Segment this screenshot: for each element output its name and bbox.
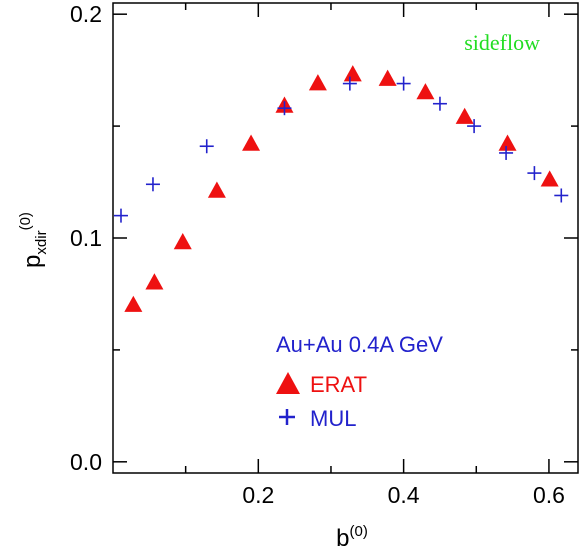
erat-point xyxy=(416,83,435,100)
sideflow-annotation: sideflow xyxy=(464,30,540,55)
mul-point xyxy=(554,188,569,203)
mul-point xyxy=(527,166,542,181)
x-tick-label: 0.4 xyxy=(388,482,420,508)
erat-point xyxy=(207,181,226,198)
x-axis-label-sup: (0) xyxy=(350,523,368,540)
erat-point xyxy=(124,295,143,312)
erat-point xyxy=(242,134,261,151)
legend-erat-marker xyxy=(276,372,300,394)
erat-point xyxy=(173,233,192,250)
y-tick-label: 0.0 xyxy=(70,449,102,475)
y-axis-label-sub: xdir xyxy=(33,230,50,254)
erat-point xyxy=(540,170,559,187)
mul-point xyxy=(396,76,411,91)
x-axis-label: b(0) xyxy=(336,523,368,552)
mul-point xyxy=(113,208,128,223)
legend-erat-label: ERAT xyxy=(310,372,367,397)
legend-mul-label: MUL xyxy=(310,406,356,431)
mul-point xyxy=(145,177,160,192)
mul-point xyxy=(277,101,292,116)
legend-mul-marker xyxy=(279,409,295,425)
erat-point xyxy=(308,74,327,91)
mul-point xyxy=(432,96,447,111)
y-tick-label: 0.2 xyxy=(70,1,102,27)
mul-point xyxy=(467,119,482,134)
x-tick-label: 0.6 xyxy=(533,482,565,508)
erat-point xyxy=(455,107,474,124)
erat-point xyxy=(498,134,517,151)
y-axis-label-sup: (0) xyxy=(17,212,34,230)
y-axis-label-base: p xyxy=(19,255,46,268)
x-axis-label-base: b xyxy=(336,525,349,552)
mul-point xyxy=(342,76,357,91)
erat-point xyxy=(145,273,164,290)
mul-point xyxy=(199,139,214,154)
x-tick-label: 0.2 xyxy=(242,482,274,508)
erat-point xyxy=(378,69,397,86)
y-axis-label: pxdir(0) xyxy=(17,212,50,268)
y-tick-label: 0.1 xyxy=(70,225,102,251)
erat-point xyxy=(343,65,362,82)
mul-point xyxy=(499,145,514,160)
legend-title: Au+Au 0.4A GeV xyxy=(276,332,443,357)
